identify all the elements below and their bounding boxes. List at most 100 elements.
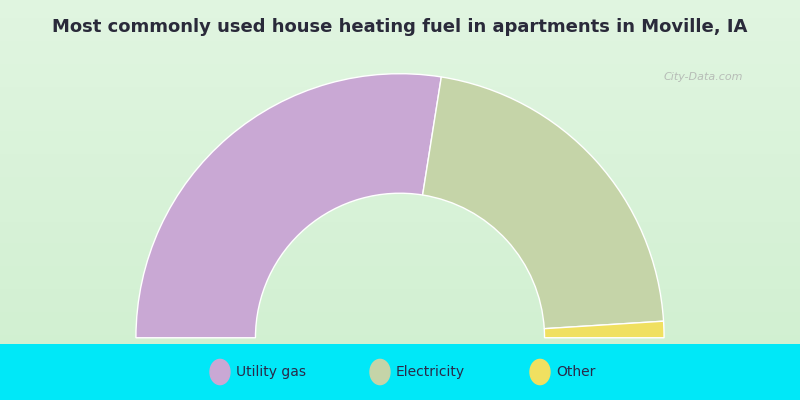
Bar <box>0 4 800 7</box>
Bar <box>0 110 800 112</box>
Bar <box>0 273 800 275</box>
Bar <box>0 252 800 254</box>
Bar <box>0 278 800 280</box>
Bar <box>0 204 800 206</box>
Bar <box>0 216 800 218</box>
Bar <box>0 133 800 135</box>
Wedge shape <box>136 74 442 338</box>
Bar <box>0 78 800 80</box>
Bar <box>0 271 800 273</box>
Bar <box>0 66 800 69</box>
Bar <box>0 158 800 160</box>
Bar <box>0 57 800 60</box>
Bar <box>0 90 800 92</box>
Bar <box>0 172 800 174</box>
Bar <box>0 294 800 296</box>
Bar <box>0 39 800 41</box>
Bar <box>0 73 800 76</box>
Bar <box>0 264 800 266</box>
Bar <box>0 202 800 204</box>
Bar <box>0 28 800 30</box>
Bar <box>0 96 800 99</box>
Bar <box>0 62 800 64</box>
Bar <box>0 340 800 342</box>
Bar <box>0 142 800 144</box>
Bar <box>0 200 800 202</box>
Bar <box>0 326 800 328</box>
Bar <box>0 44 800 46</box>
Bar <box>0 122 800 124</box>
Bar <box>0 21 800 23</box>
Bar <box>0 14 800 16</box>
Bar <box>0 163 800 165</box>
Bar <box>0 206 800 209</box>
Bar <box>0 289 800 291</box>
Bar <box>0 69 800 71</box>
Bar <box>0 227 800 229</box>
Bar <box>0 259 800 262</box>
Bar <box>0 87 800 90</box>
Bar <box>0 248 800 250</box>
Bar <box>0 335 800 337</box>
Bar <box>0 229 800 232</box>
Bar <box>0 25 800 28</box>
Bar <box>0 193 800 195</box>
Bar <box>0 257 800 259</box>
Bar <box>0 115 800 117</box>
Bar <box>0 181 800 184</box>
Bar <box>0 321 800 323</box>
Bar <box>0 99 800 101</box>
Bar <box>0 119 800 122</box>
Bar <box>0 80 800 82</box>
Bar <box>0 319 800 321</box>
Bar <box>0 2 800 4</box>
Wedge shape <box>544 321 664 338</box>
Bar <box>0 76 800 78</box>
Bar <box>0 124 800 126</box>
Bar <box>0 262 800 264</box>
Bar <box>0 0 800 2</box>
Bar <box>0 310 800 312</box>
Bar <box>0 41 800 44</box>
Bar <box>0 314 800 316</box>
Bar <box>0 82 800 85</box>
Bar <box>0 92 800 94</box>
Bar <box>0 220 800 222</box>
Bar <box>0 328 800 330</box>
Bar <box>0 330 800 332</box>
Bar <box>0 138 800 140</box>
Bar <box>0 12 800 14</box>
Bar <box>0 174 800 176</box>
Bar <box>0 186 800 188</box>
Bar <box>0 284 800 287</box>
Bar <box>0 197 800 200</box>
Bar <box>0 245 800 248</box>
Bar <box>0 16 800 18</box>
Bar <box>0 213 800 216</box>
Bar <box>0 344 800 400</box>
Bar <box>0 316 800 319</box>
Bar <box>0 126 800 128</box>
Bar <box>0 64 800 66</box>
Bar <box>0 282 800 284</box>
Bar <box>0 140 800 142</box>
Bar <box>0 232 800 234</box>
Bar <box>0 103 800 106</box>
Bar <box>0 312 800 314</box>
Bar <box>0 179 800 181</box>
Bar <box>0 184 800 186</box>
Bar <box>0 303 800 305</box>
Bar <box>0 151 800 154</box>
Bar <box>0 168 800 170</box>
Bar <box>0 300 800 303</box>
Bar <box>0 9 800 12</box>
Bar <box>0 176 800 179</box>
Text: Other: Other <box>556 365 595 379</box>
Bar <box>0 342 800 344</box>
Bar <box>0 7 800 9</box>
Text: Most commonly used house heating fuel in apartments in Moville, IA: Most commonly used house heating fuel in… <box>52 18 748 36</box>
Text: City-Data.com: City-Data.com <box>664 72 743 82</box>
Bar <box>0 190 800 193</box>
Bar <box>0 280 800 282</box>
Bar <box>0 238 800 241</box>
